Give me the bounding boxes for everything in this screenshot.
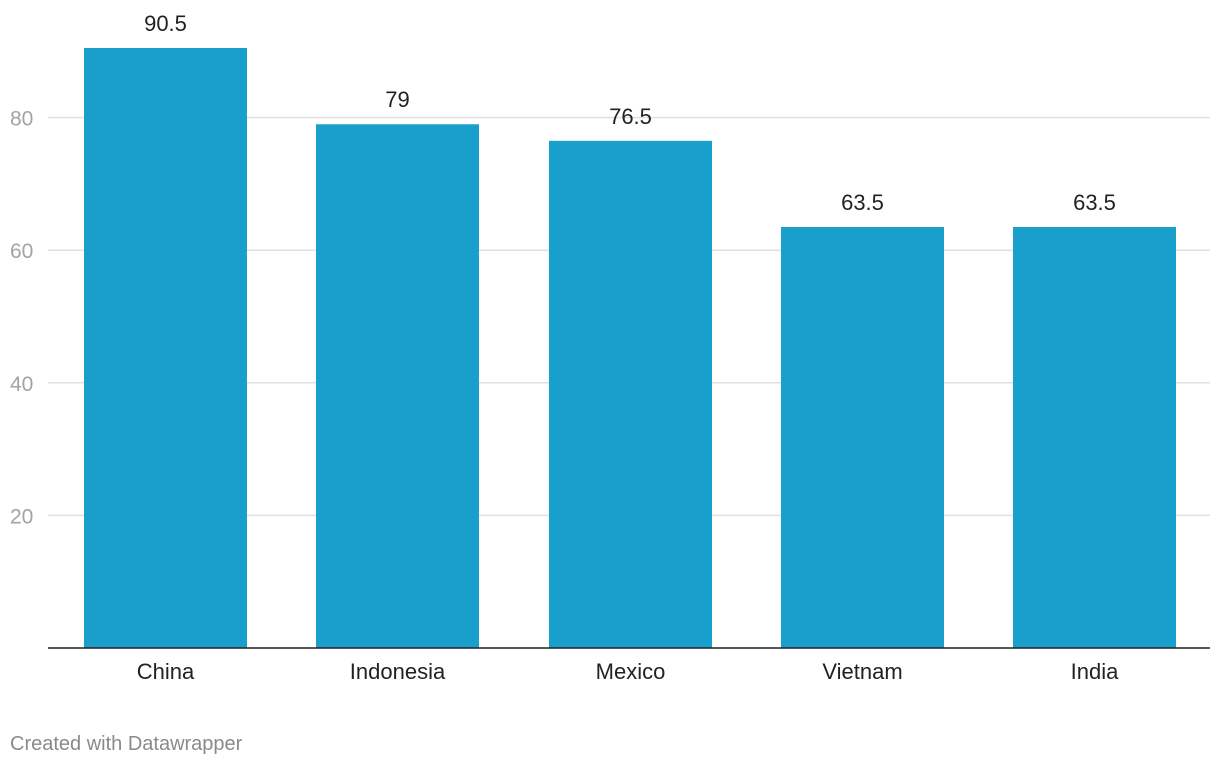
category-label-vietnam: Vietnam [822, 659, 902, 684]
category-label-indonesia: Indonesia [350, 659, 446, 684]
bar-china [84, 48, 247, 648]
category-label-india: India [1071, 659, 1119, 684]
bar-india [1013, 227, 1176, 648]
y-tick-label: 40 [10, 373, 33, 396]
y-tick-label: 20 [10, 505, 33, 528]
bar-vietnam [781, 227, 944, 648]
category-labels: China Indonesia Mexico Vietnam India [137, 659, 1119, 684]
credit-text: Created with Datawrapper [10, 733, 243, 755]
value-label-china: 90.5 [144, 11, 187, 36]
value-label-indonesia: 79 [385, 87, 409, 112]
bar-indonesia [316, 124, 479, 648]
value-label-vietnam: 63.5 [841, 190, 884, 215]
bars [84, 48, 1176, 648]
y-axis-ticks: 20 40 60 80 [10, 108, 33, 529]
bar-mexico [549, 140, 712, 648]
category-label-mexico: Mexico [596, 659, 666, 684]
value-labels: 90.5 79 76.5 63.5 63.5 [144, 11, 1116, 215]
category-label-china: China [137, 659, 195, 684]
y-tick-label: 60 [10, 240, 33, 263]
value-label-mexico: 76.5 [609, 104, 652, 129]
value-label-india: 63.5 [1073, 190, 1116, 215]
y-tick-label: 80 [10, 108, 33, 131]
